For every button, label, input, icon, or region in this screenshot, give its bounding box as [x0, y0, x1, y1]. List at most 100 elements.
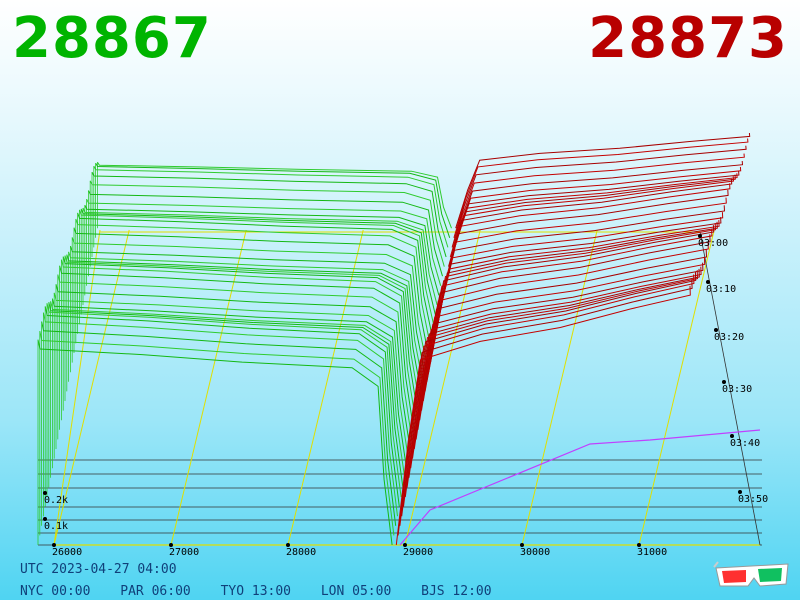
ask-depth-line — [424, 220, 720, 392]
x-tick-dot — [403, 543, 407, 547]
time-tick-label: 03:50 — [738, 494, 768, 505]
bid-depth-line — [42, 312, 398, 517]
chart-axes: 26000 27000 28000 29000 30000 31000 0.1k 0.2k 03… — [43, 234, 768, 558]
bid-price: 28867 — [12, 6, 212, 71]
bid-depth-line — [62, 256, 418, 411]
ask-price: 28873 — [588, 6, 788, 71]
bid-depth-line — [77, 212, 433, 334]
ask-depth-line — [442, 173, 738, 296]
bid-depth-line — [82, 207, 438, 306]
bid-depth-line — [80, 208, 436, 315]
bid-depth-line — [69, 245, 425, 373]
ask-depth-line — [408, 262, 704, 478]
bid-depth-series — [37, 161, 452, 546]
ask-depth-line — [401, 271, 697, 517]
tyo-time: TYO 13:00 — [220, 584, 292, 599]
ask-depth-line — [410, 256, 706, 469]
ask-depth-line — [455, 132, 751, 229]
time-tick-label: 03:10 — [706, 284, 736, 295]
bid-depth-line — [51, 298, 407, 469]
ask-depth-line — [415, 234, 711, 440]
bid-depth-line — [60, 259, 416, 421]
bid-depth-line — [39, 331, 395, 536]
right-edge-line — [699, 231, 761, 546]
time-tick-dot — [698, 234, 702, 238]
chart-grid — [38, 229, 762, 546]
bid-depth-line — [71, 237, 427, 363]
x-grid-line — [638, 229, 715, 546]
order-book-depth-chart: 26000 27000 28000 29000 30000 31000 0.1k 0.2k 03… — [37, 132, 768, 558]
x-grid-line — [521, 229, 598, 546]
bid-depth-line — [57, 274, 413, 440]
3d-glasses-icon[interactable] — [712, 558, 792, 592]
bid-depth-line — [89, 180, 445, 267]
ask-depth-line — [412, 249, 708, 459]
bid-depth-line — [86, 198, 442, 286]
time-tick-dot — [714, 328, 718, 332]
x-tick-dot — [169, 543, 173, 547]
ask-depth-line — [406, 266, 702, 488]
time-tick-label: 03:30 — [722, 384, 752, 395]
y-tick-dot — [43, 517, 47, 521]
ask-depth-line — [399, 274, 695, 526]
ask-depth-line — [449, 153, 745, 258]
bid-depth-line — [44, 306, 400, 507]
time-tick-label: 03:20 — [714, 332, 744, 343]
x-grid-line — [53, 229, 130, 546]
y-tick-label: 0.1k — [44, 521, 68, 532]
x-tick-label: 30000 — [520, 547, 550, 558]
ask-depth-line — [453, 138, 749, 238]
ask-depth-line — [413, 241, 709, 450]
time-tick-dot — [706, 280, 710, 284]
world-clock: UTC 2023-04-27 04:00 NYC 00:00 PAR 06:00… — [20, 559, 514, 603]
nyc-time: NYC 00:00 — [20, 584, 91, 599]
bid-depth-line — [50, 301, 406, 478]
x-tick-dot — [52, 543, 56, 547]
x-tick-label: 31000 — [637, 547, 667, 558]
bid-depth-line — [55, 284, 411, 450]
time-tick-dot — [738, 490, 742, 494]
ask-depth-line — [422, 221, 718, 402]
ask-depth-line — [451, 145, 747, 248]
ask-depth-line — [419, 225, 715, 421]
bid-depth-line — [68, 251, 424, 382]
ask-depth-line — [404, 268, 700, 498]
x-tick-dot — [286, 543, 290, 547]
time-tick-dot — [722, 380, 726, 384]
y-tick-label: 0.2k — [44, 495, 68, 506]
time-tick-label: 03:40 — [730, 438, 760, 449]
bid-depth-line — [96, 161, 452, 229]
ask-depth-line — [395, 285, 691, 546]
time-tick-dot — [730, 434, 734, 438]
ask-depth-line — [421, 222, 717, 411]
x-grid-line — [287, 229, 364, 546]
bid-depth-line — [59, 265, 415, 430]
bid-depth-line — [84, 204, 440, 296]
x-grid-line — [53, 229, 101, 546]
bid-depth-line — [53, 292, 409, 459]
x-tick-label: 28000 — [286, 547, 316, 558]
x-tick-dot — [520, 543, 524, 547]
bid-depth-line — [66, 254, 422, 392]
bid-depth-line — [93, 165, 449, 248]
bid-depth-line — [64, 255, 420, 402]
ask-depth-line — [403, 270, 699, 507]
ask-depth-line — [431, 197, 727, 354]
bid-depth-line — [87, 190, 443, 277]
lon-time: LON 05:00 — [320, 584, 392, 599]
bid-depth-line — [78, 209, 434, 325]
bid-depth-line — [75, 218, 431, 344]
ask-front-line — [399, 429, 761, 546]
x-tick-label: 26000 — [52, 547, 82, 558]
time-tick-label: 03:00 — [698, 238, 728, 249]
x-tick-dot — [637, 543, 641, 547]
utc-time: UTC 2023-04-27 04:00 — [20, 562, 177, 577]
bid-depth-line — [46, 303, 402, 498]
bid-depth-line — [37, 339, 393, 546]
ask-depth-line — [397, 279, 693, 536]
bid-depth-line — [73, 227, 429, 354]
x-tick-label: 29000 — [403, 547, 433, 558]
x-grid-line — [404, 229, 481, 546]
y-tick-dot — [43, 491, 47, 495]
ask-depth-series — [395, 132, 761, 546]
